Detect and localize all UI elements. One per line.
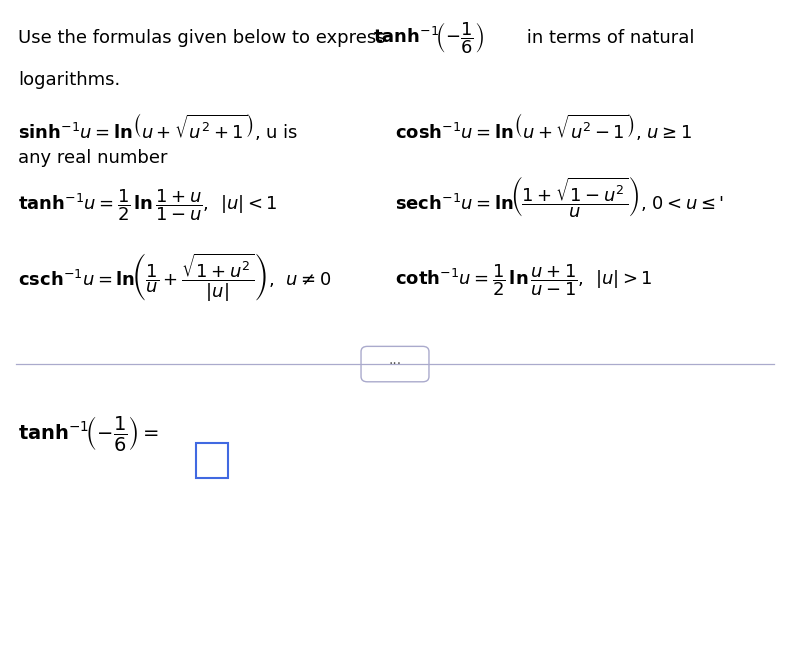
Text: $\mathbf{cosh}^{-1}u = \mathbf{ln}\left(u + \sqrt{u^2-1}\right)$, $u\geq 1$: $\mathbf{cosh}^{-1}u = \mathbf{ln}\left(… xyxy=(395,111,692,142)
Text: $\mathbf{sinh}^{-1}u = \mathbf{ln}\left(u + \sqrt{u^2+1}\right)$, u is: $\mathbf{sinh}^{-1}u = \mathbf{ln}\left(… xyxy=(18,111,299,142)
FancyBboxPatch shape xyxy=(196,443,228,478)
Text: ···: ··· xyxy=(389,357,401,371)
Text: $\mathbf{tanh}^{-1}\!\left(-\dfrac{1}{6}\right) = $: $\mathbf{tanh}^{-1}\!\left(-\dfrac{1}{6}… xyxy=(18,415,160,453)
Text: $\mathbf{tanh}^{-1}u = \dfrac{1}{2}\,\mathbf{ln}\,\dfrac{1+u}{1-u}$,  $|u| < 1$: $\mathbf{tanh}^{-1}u = \dfrac{1}{2}\,\ma… xyxy=(18,187,277,223)
FancyBboxPatch shape xyxy=(361,346,429,382)
Text: logarithms.: logarithms. xyxy=(18,72,120,89)
Text: $\mathbf{sech}^{-1}u = \mathbf{ln}\!\left(\dfrac{1+\sqrt{1-u^2}}{u}\right)$, $0 : $\mathbf{sech}^{-1}u = \mathbf{ln}\!\lef… xyxy=(395,175,724,220)
Text: $\mathbf{tanh}^{-1}\!\left(-\dfrac{1}{6}\right)$: $\mathbf{tanh}^{-1}\!\left(-\dfrac{1}{6}… xyxy=(373,20,483,56)
Text: $\mathbf{coth}^{-1}u = \dfrac{1}{2}\,\mathbf{ln}\,\dfrac{u+1}{u-1}$,  $|u| > 1$: $\mathbf{coth}^{-1}u = \dfrac{1}{2}\,\ma… xyxy=(395,262,653,298)
Text: in terms of natural: in terms of natural xyxy=(521,29,695,47)
Text: Use the formulas given below to express: Use the formulas given below to express xyxy=(18,29,392,47)
Text: any real number: any real number xyxy=(18,149,167,167)
Text: $\mathbf{csch}^{-1}u = \mathbf{ln}\!\left(\dfrac{1}{u} + \dfrac{\sqrt{1+u^2}}{|u: $\mathbf{csch}^{-1}u = \mathbf{ln}\!\lef… xyxy=(18,251,332,303)
